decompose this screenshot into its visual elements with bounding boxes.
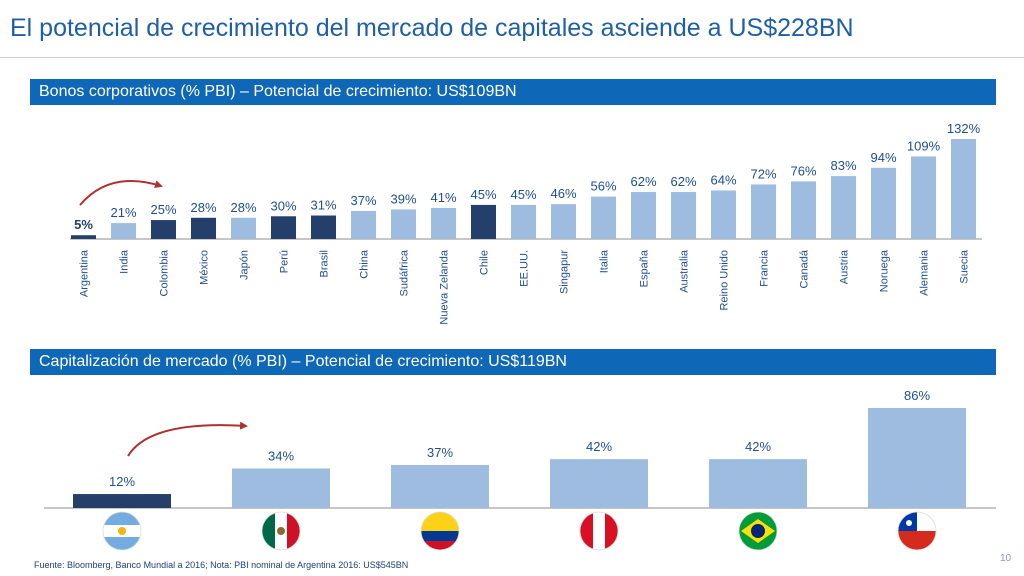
bar-brasil bbox=[311, 215, 336, 239]
category-label-china: China bbox=[359, 249, 371, 279]
market-cap-value-peru: 42% bbox=[586, 439, 612, 454]
growth-arrow-market-cap bbox=[127, 421, 248, 457]
value-label-chile: 45% bbox=[470, 187, 496, 202]
category-label-alemania: Alemania bbox=[919, 249, 931, 296]
bar-india bbox=[111, 223, 136, 239]
category-label-brasil: Brasil bbox=[319, 250, 331, 278]
value-label-india: 21% bbox=[110, 205, 136, 220]
chile-flag-icon bbox=[897, 511, 937, 551]
bar-reino-unido bbox=[711, 190, 736, 239]
bar-argentina bbox=[71, 235, 96, 239]
category-label-nueva-zelanda: Nueva Zelanda bbox=[439, 249, 451, 324]
value-label-alemania: 109% bbox=[907, 138, 941, 153]
bar-noruega bbox=[871, 167, 896, 239]
bar-china bbox=[351, 210, 376, 239]
category-label-noruega: Noruega bbox=[879, 249, 891, 292]
category-label-ee-uu: EE.UU. bbox=[519, 250, 531, 287]
bar-ee-uu bbox=[511, 204, 536, 239]
category-label-india: India bbox=[119, 249, 131, 274]
bonds-chart-title: Bonos corporativos (% PBI) – Potencial d… bbox=[30, 79, 996, 105]
market-cap-chart: 12% 34% 37% 42% 42% 86% bbox=[44, 388, 996, 551]
value-label-suecia: 132% bbox=[947, 121, 981, 136]
value-label-italia: 56% bbox=[590, 179, 616, 194]
slide-title: El potencial de crecimiento del mercado … bbox=[10, 14, 854, 42]
market-cap-bar-chile bbox=[868, 408, 966, 508]
market-cap-value-mexico: 34% bbox=[268, 448, 294, 463]
value-label-reino-unido: 64% bbox=[710, 173, 736, 188]
category-label-sudafrica: Sudáfrica bbox=[399, 249, 411, 296]
bar-austria bbox=[831, 176, 856, 239]
value-label-japon: 28% bbox=[230, 200, 256, 215]
category-label-mexico: México bbox=[199, 250, 211, 285]
bonds-chart: 5% Argentina 21% India 25% Colombia 28% México 2… bbox=[70, 121, 982, 325]
category-label-espana: España bbox=[639, 249, 651, 287]
category-label-australia: Australia bbox=[679, 249, 691, 293]
value-label-brasil: 31% bbox=[310, 198, 336, 213]
bar-singapur bbox=[551, 204, 576, 239]
value-label-ee-uu: 45% bbox=[510, 187, 536, 202]
bar-francia bbox=[751, 184, 776, 239]
bar-suecia bbox=[951, 139, 976, 239]
growth-arrow-bonds bbox=[79, 179, 163, 206]
market-cap-bar-argentina bbox=[73, 494, 171, 508]
value-label-nueva-zelanda: 41% bbox=[430, 190, 456, 205]
bar-mexico bbox=[191, 217, 216, 239]
category-label-colombia: Colombia bbox=[159, 249, 171, 296]
category-label-chile: Chile bbox=[479, 250, 491, 275]
bar-sudafrica bbox=[391, 209, 416, 239]
bar-japon bbox=[231, 217, 256, 239]
value-label-mexico: 28% bbox=[190, 200, 216, 215]
bar-nueva-zelanda bbox=[431, 207, 456, 239]
value-label-sudafrica: 39% bbox=[390, 191, 416, 206]
category-label-argentina: Argentina bbox=[79, 249, 91, 297]
market-cap-value-colombia: 37% bbox=[427, 445, 453, 460]
peru-flag-icon bbox=[579, 511, 619, 551]
value-label-austria: 83% bbox=[830, 158, 856, 173]
bar-espana bbox=[631, 192, 656, 239]
value-label-canada: 76% bbox=[790, 163, 816, 178]
argentina-flag-icon bbox=[102, 511, 142, 551]
source-footnote: Fuente: Bloomberg, Banco Mundial a 2016;… bbox=[34, 560, 409, 570]
bar-colombia bbox=[151, 220, 176, 239]
bar-peru bbox=[271, 216, 296, 239]
bar-canada bbox=[791, 181, 816, 239]
category-label-singapur: Singapur bbox=[559, 250, 571, 294]
value-label-colombia: 25% bbox=[150, 202, 176, 217]
market-cap-bar-peru bbox=[550, 459, 648, 508]
category-label-italia: Italia bbox=[599, 249, 611, 273]
category-label-canada: Canadá bbox=[799, 249, 811, 288]
title-divider bbox=[0, 57, 1024, 58]
category-label-suecia: Suecia bbox=[959, 249, 971, 284]
value-label-espana: 62% bbox=[630, 174, 656, 189]
market-cap-value-chile: 86% bbox=[904, 388, 930, 403]
category-label-peru: Perú bbox=[279, 250, 291, 273]
bar-australia bbox=[671, 192, 696, 239]
value-label-francia: 72% bbox=[750, 166, 776, 181]
value-label-singapur: 46% bbox=[550, 186, 576, 201]
market-cap-bar-colombia bbox=[391, 464, 489, 508]
page-number: 10 bbox=[1000, 553, 1012, 564]
value-label-peru: 30% bbox=[270, 198, 296, 213]
category-label-japon: Japón bbox=[239, 250, 251, 280]
mexico-flag-icon bbox=[261, 511, 301, 551]
brazil-flag-icon bbox=[738, 511, 778, 551]
category-label-francia: Francia bbox=[759, 249, 771, 287]
market-cap-value-brasil: 42% bbox=[745, 439, 771, 454]
value-label-china: 37% bbox=[350, 193, 376, 208]
value-label-argentina: 5% bbox=[74, 217, 93, 232]
market-cap-chart-title: Capitalización de mercado (% PBI) – Pote… bbox=[30, 349, 996, 375]
market-cap-value-argentina: 12% bbox=[109, 474, 135, 489]
value-label-australia: 62% bbox=[670, 174, 696, 189]
bar-alemania bbox=[911, 156, 936, 239]
category-label-reino-unido: Reino Unido bbox=[719, 250, 731, 311]
bar-italia bbox=[591, 196, 616, 239]
colombia-flag-icon bbox=[420, 511, 460, 551]
value-label-noruega: 94% bbox=[870, 150, 896, 165]
category-label-austria: Austria bbox=[839, 249, 851, 284]
market-cap-bar-mexico bbox=[232, 468, 330, 508]
market-cap-bar-brasil bbox=[709, 459, 807, 508]
bar-chile bbox=[471, 204, 496, 239]
